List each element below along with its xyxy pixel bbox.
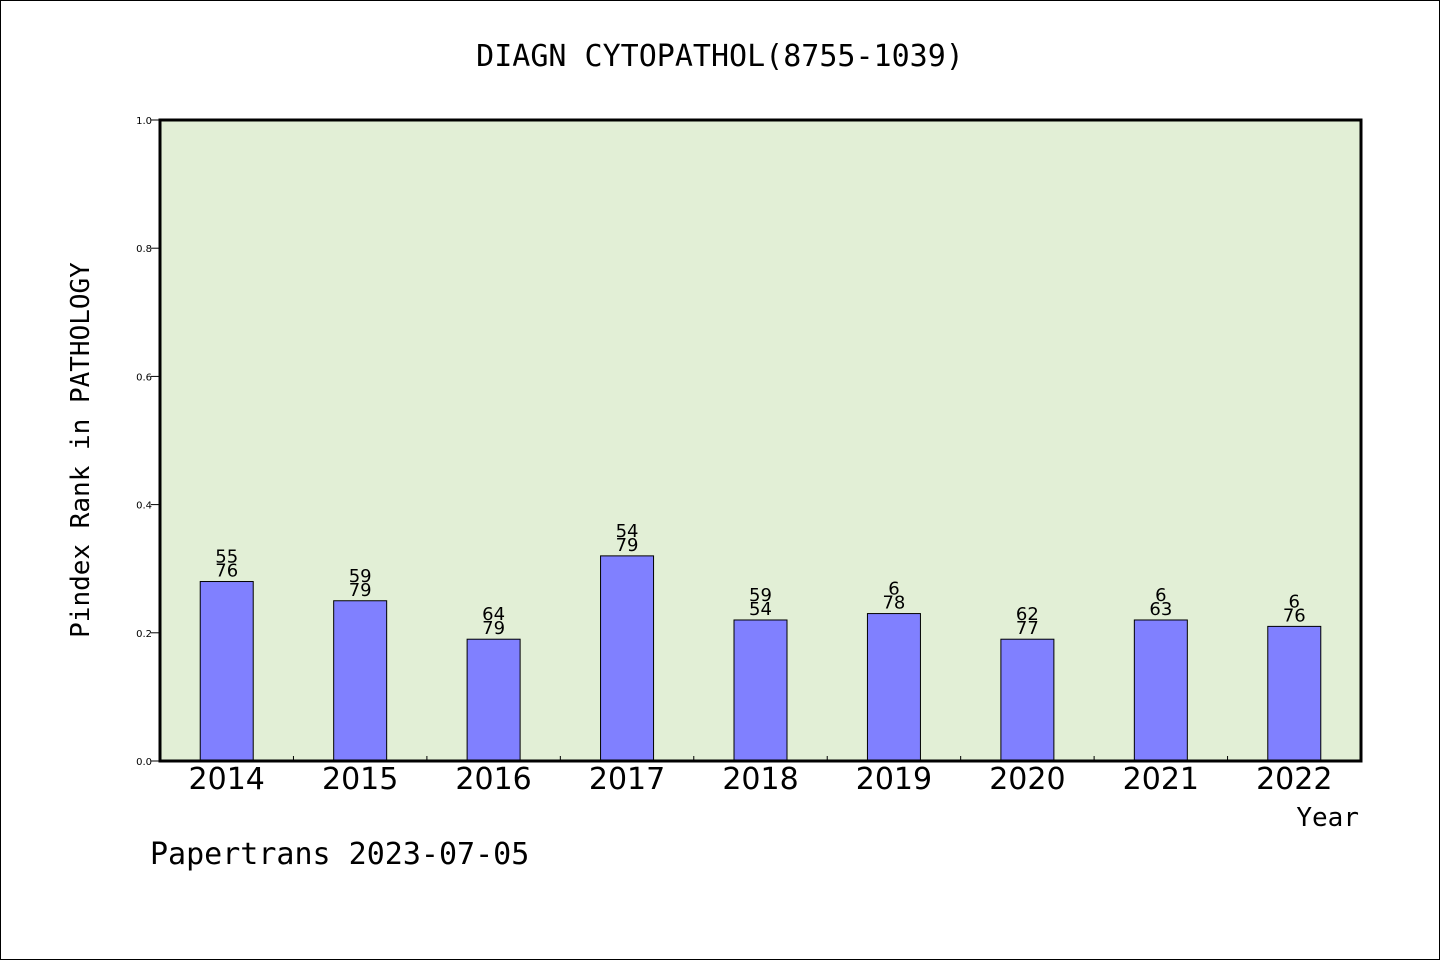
bar-label-2022-1: 6	[1289, 591, 1300, 612]
bar-label-2016-2: 79	[482, 618, 505, 639]
bar-label-2018-1: 59	[749, 585, 772, 606]
bar-label-2020-2: 77	[1016, 618, 1039, 639]
x-tick-label-2016: 2016	[455, 762, 531, 797]
x-tick-label-2019: 2019	[856, 762, 932, 797]
bar-2016	[466, 638, 521, 762]
bar-2017	[600, 555, 655, 762]
y-tick-label-0.4: 0.4	[136, 501, 152, 512]
bar-2018	[733, 619, 788, 762]
x-axis-label: Year	[1296, 803, 1359, 833]
bar-label-2019-2: 78	[882, 593, 905, 614]
bar-2021	[1133, 619, 1188, 762]
y-axis-label: Pindex Rank in PATHOLOGY	[66, 262, 96, 638]
bar-label-2017-2: 79	[616, 535, 639, 556]
bar-label-2020-1: 62	[1016, 604, 1039, 625]
x-tick-label-2021: 2021	[1123, 762, 1199, 797]
bar-2022	[1267, 625, 1322, 762]
bar-2014	[199, 581, 254, 762]
bar-label-2022-2: 76	[1283, 605, 1306, 626]
x-tick-label-2020: 2020	[989, 762, 1065, 797]
bar-2015	[333, 600, 388, 762]
bar-label-2015-2: 79	[349, 580, 372, 601]
bar-label-2016-1: 64	[482, 604, 505, 625]
bar-label-2021-1: 6	[1155, 585, 1166, 606]
bar-2019	[866, 613, 921, 762]
x-tick-label-2017: 2017	[589, 762, 665, 797]
bar-label-2021-2: 63	[1149, 599, 1172, 620]
y-tick-label-1.0: 1.0	[136, 116, 152, 127]
bar-label-2014-2: 76	[215, 561, 238, 582]
x-tick-label-2022: 2022	[1256, 762, 1332, 797]
y-ticks-layer: 0.0 0.2 0.4 0.6 0.8 1.0	[136, 116, 160, 768]
y-tick-label-0.8: 0.8	[136, 244, 152, 255]
bars-layer	[199, 555, 1322, 762]
bar-label-2017-1: 54	[616, 521, 639, 542]
x-tick-label-2018: 2018	[722, 762, 798, 797]
bar-label-2018-2: 54	[749, 599, 772, 620]
y-tick-label-0.6: 0.6	[136, 372, 152, 383]
bar-label-2019-1: 6	[888, 579, 899, 600]
y-tick-label-0.2: 0.2	[136, 629, 152, 640]
bar-2020	[1000, 638, 1055, 762]
plot-border	[158, 118, 1363, 763]
x-ticks-layer: 2014 2015 2016 2017 2018 2019 2020 2021 2022	[189, 756, 1332, 797]
x-tick-label-2015: 2015	[322, 762, 398, 797]
bar-label-2014-1: 55	[215, 547, 238, 568]
x-tick-label-2014: 2014	[189, 762, 265, 797]
chart-title: DIAGN CYTOPATHOL(8755-1039)	[476, 39, 964, 74]
bar-label-2015-1: 59	[349, 566, 372, 587]
footer-credit: Papertrans 2023-07-05	[150, 837, 529, 872]
y-tick-label-0.0: 0.0	[136, 757, 152, 768]
